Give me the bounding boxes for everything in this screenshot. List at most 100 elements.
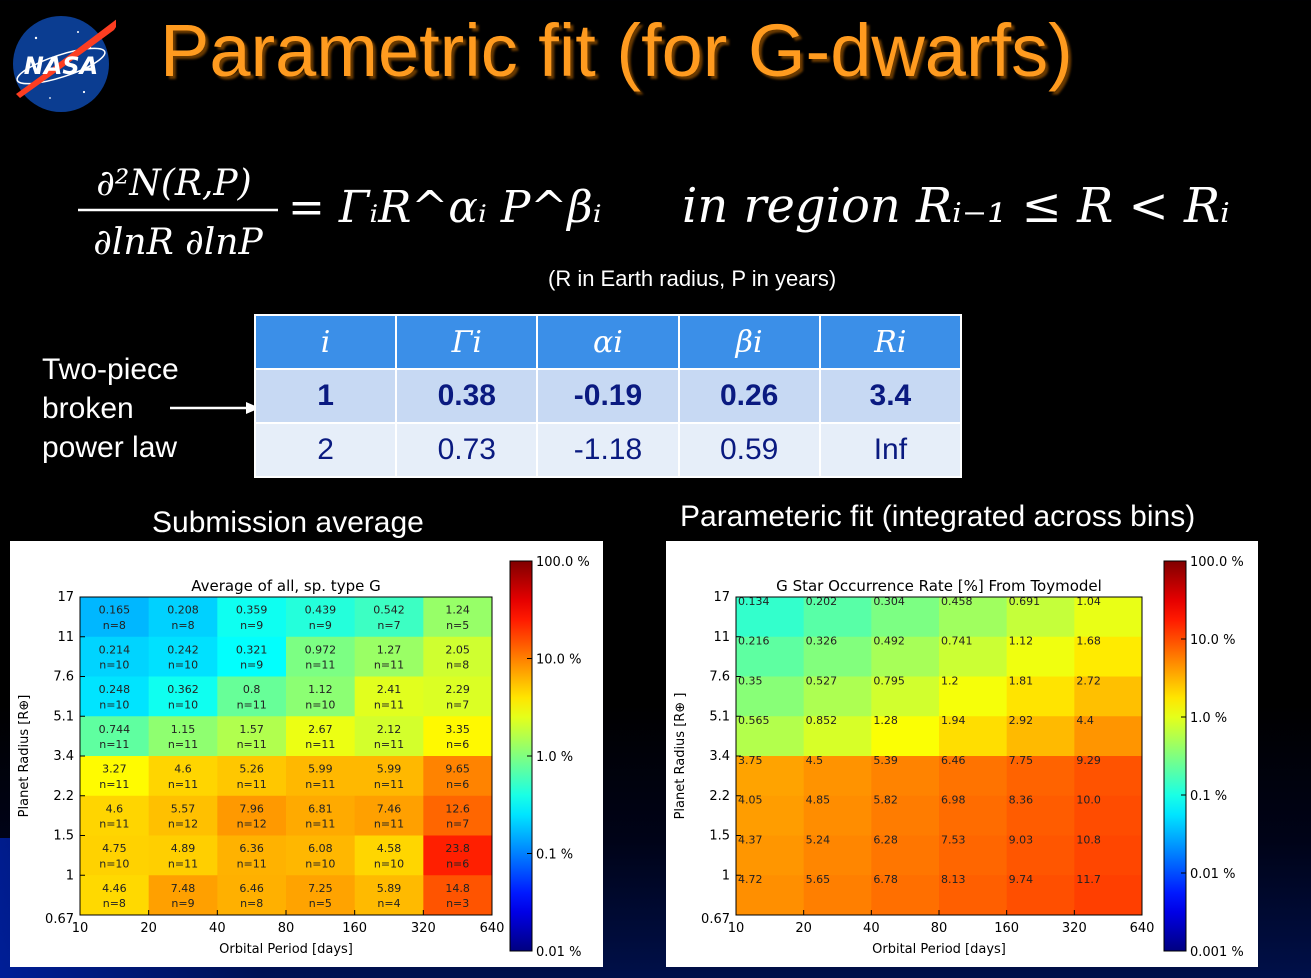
cell-value-label: 7.25	[308, 882, 333, 895]
cell-value-label: 0.134	[738, 595, 770, 608]
heatmap-cell	[939, 795, 1008, 836]
cell-count-label: n=8	[171, 619, 194, 632]
cell-value-label: 6.36	[239, 842, 264, 855]
cell-value-label: 4.4	[1076, 714, 1094, 727]
heatmap-cell	[217, 636, 287, 677]
x-axis-label: Orbital Period [days]	[219, 942, 353, 957]
heatmap-cell	[148, 795, 218, 836]
chart-title: G Star Occurrence Rate [%] From Toymodel	[776, 577, 1102, 595]
cell-count-label: n=11	[305, 738, 335, 751]
heatmap-cell	[1074, 597, 1143, 638]
cell-value-label: 9.03	[1009, 833, 1034, 846]
cell-count-label: n=11	[305, 778, 335, 791]
heatmap-cell	[803, 756, 872, 797]
cell-value-label: 9.74	[1009, 873, 1034, 886]
heatmap-cell	[354, 597, 424, 638]
table-cell: Inf	[818, 422, 963, 478]
cell-count-label: n=10	[168, 698, 198, 711]
colorbar-tick-label: 10.0 %	[1190, 633, 1235, 648]
heatmap-cell	[148, 756, 218, 797]
cell-value-label: 2.67	[308, 723, 333, 736]
heatmap-cell	[736, 756, 805, 797]
heatmap-cell	[217, 875, 287, 916]
colorbar	[1163, 560, 1187, 952]
heatmap-cell	[423, 716, 493, 757]
heatmap-cell	[803, 716, 872, 757]
cell-count-label: n=10	[305, 698, 335, 711]
cell-value-label: 5.99	[308, 763, 333, 776]
cell-count-label: n=6	[446, 738, 469, 751]
cell-count-label: n=7	[377, 619, 400, 632]
heatmap-cell	[80, 716, 150, 757]
heatmap-cell	[354, 835, 424, 876]
heatmap-cell	[939, 636, 1008, 677]
cell-value-label: 4.37	[738, 833, 763, 846]
cell-count-label: n=12	[168, 818, 198, 831]
heatmap-cell	[871, 835, 940, 876]
equation-note: (R in Earth radius, P in years)	[548, 266, 837, 291]
cell-count-label: n=9	[240, 619, 263, 632]
cell-value-label: 5.24	[806, 833, 831, 846]
cell-value-label: 5.39	[873, 754, 898, 767]
cell-count-label: n=5	[446, 619, 469, 632]
heatmap-cell	[871, 875, 940, 916]
cell-value-label: 8.13	[941, 873, 966, 886]
cell-value-label: 4.72	[738, 873, 763, 886]
cell-value-label: 1.27	[377, 643, 402, 656]
heatmap-cell	[1006, 636, 1075, 677]
y-tick-label: 17	[57, 590, 74, 605]
cell-value-label: 6.98	[941, 794, 966, 807]
table-cell: 0.26	[677, 368, 821, 424]
cell-value-label: 14.8	[445, 882, 470, 895]
heatmap-cell	[939, 597, 1008, 638]
heatmap-panel-submission-average: 0.165 n=8 0.208 n=8 0.359 n=9 0.439 n=9 0.542 n=7…	[10, 541, 603, 967]
heatmap-cell	[1006, 875, 1075, 916]
cell-count-label: n=6	[446, 857, 469, 870]
y-tick-label: 1.5	[53, 829, 74, 844]
cell-value-label: 3.27	[102, 763, 127, 776]
heatmap-cell	[217, 756, 287, 797]
y-tick-label: 1	[66, 868, 74, 883]
cell-value-label: 12.6	[445, 802, 470, 815]
cell-value-label: 0.362	[167, 683, 199, 696]
cell-count-label: n=11	[237, 698, 267, 711]
cell-count-label: n=11	[374, 818, 404, 831]
cell-value-label: 5.99	[377, 763, 402, 776]
table-cell: 0.59	[677, 422, 821, 478]
cell-value-label: 0.242	[167, 643, 199, 656]
cell-value-label: 0.542	[373, 604, 405, 617]
cell-count-label: n=11	[374, 778, 404, 791]
heatmap-cell	[939, 676, 1008, 717]
cell-count-label: n=10	[99, 698, 129, 711]
cell-count-label: n=11	[168, 778, 198, 791]
cell-value-label: 0.527	[806, 674, 838, 687]
table-cell: 0.73	[395, 422, 539, 478]
heatmap-cell	[803, 835, 872, 876]
colorbar-tick-label: 100.0 %	[1190, 555, 1244, 570]
right-chart-caption: Parameteric fit (integrated across bins)	[680, 500, 1196, 533]
cell-value-label: 7.46	[377, 802, 402, 815]
heatmap-cell	[286, 716, 356, 757]
heatmap-cell	[354, 636, 424, 677]
heatmap-cell	[354, 795, 424, 836]
cell-value-label: 0.852	[806, 714, 838, 727]
y-tick-label: 1.5	[709, 829, 730, 844]
heatmap-cell	[423, 597, 493, 638]
cell-value-label: 0.35	[738, 674, 763, 687]
heatmap-cell	[286, 597, 356, 638]
cell-value-label: 0.439	[305, 604, 337, 617]
cell-value-label: 0.216	[738, 635, 770, 648]
cell-value-label: 1.94	[941, 714, 966, 727]
heatmap-cell	[354, 756, 424, 797]
table-row: 1 0.38 -0.19 0.26 3.4	[253, 368, 963, 424]
table-cell: 0.38	[395, 368, 539, 424]
heatmap-cell	[217, 716, 287, 757]
heatmap-cell	[1074, 756, 1143, 797]
x-tick-label: 40	[863, 921, 880, 936]
cell-value-label: 2.12	[377, 723, 402, 736]
heatmap-cell	[217, 597, 287, 638]
colorbar-tick-label: 100.0 %	[536, 555, 590, 570]
heatmap-cell	[1074, 875, 1143, 916]
table-cell: -1.18	[536, 422, 680, 478]
heatmap-chart: 0.134 0.202 0.304 0.458 0.691 1.04 0.216 0.326 0…	[673, 555, 1244, 960]
